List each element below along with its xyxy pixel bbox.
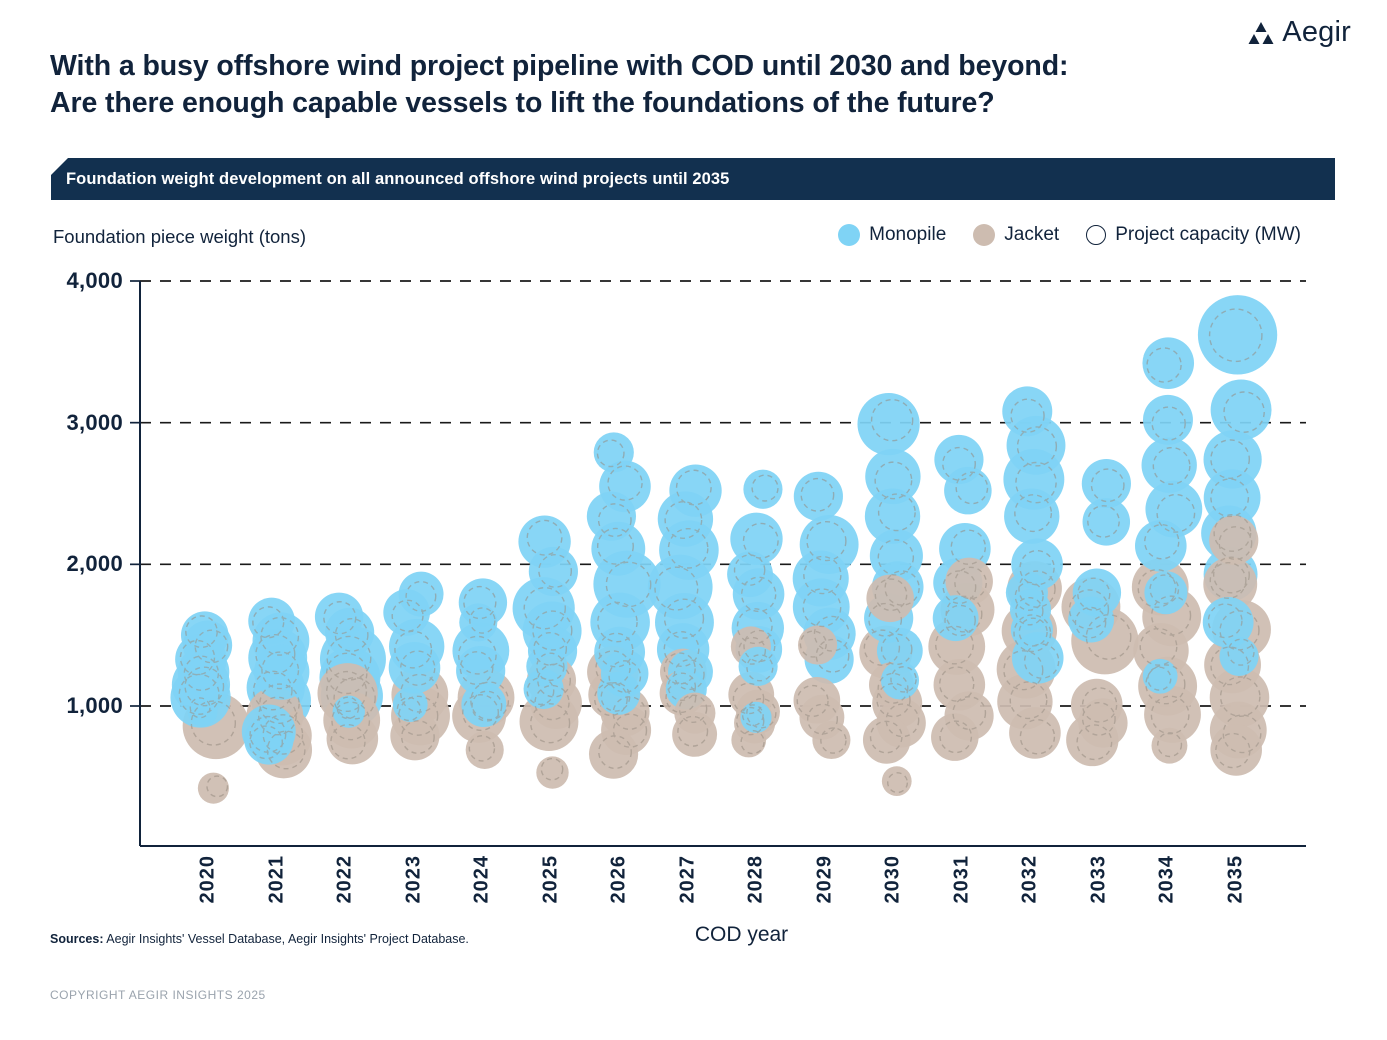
headline-line-2: Are there enough capable vessels to lift…: [50, 87, 995, 120]
aegir-triangles-icon: [1248, 21, 1274, 45]
x-axis-tick: 2031: [950, 855, 973, 904]
sources-label: Sources:: [50, 932, 104, 946]
x-axis-tick: 2035: [1224, 855, 1247, 904]
y-axis-title: Foundation piece weight (tons): [53, 226, 306, 247]
legend-label-jacket: Jacket: [1004, 224, 1060, 245]
x-axis-tick: 2022: [333, 855, 356, 904]
brand-name: Aegir: [1282, 16, 1351, 48]
x-axis-tick: 2025: [539, 855, 562, 904]
y-axis-tick: 3,000: [66, 409, 123, 435]
brand-logo: Aegir: [1248, 18, 1351, 47]
legend-swatch-project-capacity: [1086, 225, 1107, 245]
chart-banner: Foundation weight development on all ann…: [51, 158, 1335, 200]
y-axis-tick: 2,000: [66, 551, 123, 577]
legend-swatch-monopile: [838, 224, 861, 246]
x-axis-tick: 2034: [1155, 855, 1178, 904]
page-title: With a busy offshore wind project pipeli…: [50, 48, 1300, 122]
x-axis-tick: 2030: [881, 855, 904, 904]
sources-note: Sources: Aegir Insights' Vessel Database…: [50, 932, 469, 946]
legend-label-monopile: Monopile: [869, 224, 947, 245]
x-axis-tick: 2026: [607, 855, 630, 904]
x-axis-tick: 2023: [402, 855, 425, 904]
x-axis-title: COD year: [694, 923, 789, 946]
chart-banner-title: Foundation weight development on all ann…: [66, 169, 730, 188]
chart-legend: Monopile Jacket Project capacity (MW): [838, 224, 1301, 246]
x-axis-tick: 2020: [196, 855, 219, 904]
x-axis-tick: 2028: [744, 855, 767, 904]
y-axis-tick: 1,000: [66, 693, 123, 718]
y-axis-tick: 4,000: [66, 268, 123, 293]
copyright-note: COPYRIGHT AEGIR INSIGHTS 2025: [50, 988, 266, 1002]
legend-swatch-jacket: [973, 224, 996, 246]
headline-line-1: With a busy offshore wind project pipeli…: [50, 50, 1069, 82]
legend-label-project-capacity: Project capacity (MW): [1115, 224, 1301, 245]
x-axis-tick: 2032: [1018, 855, 1041, 904]
x-axis-tick: 2033: [1087, 855, 1110, 904]
x-axis-tick: 2027: [676, 855, 699, 904]
x-axis-tick: 2024: [470, 855, 493, 904]
x-axis-tick: 2021: [265, 855, 288, 904]
x-axis-tick: 2029: [813, 855, 836, 904]
sources-text: Aegir Insights' Vessel Database, Aegir I…: [103, 932, 469, 946]
